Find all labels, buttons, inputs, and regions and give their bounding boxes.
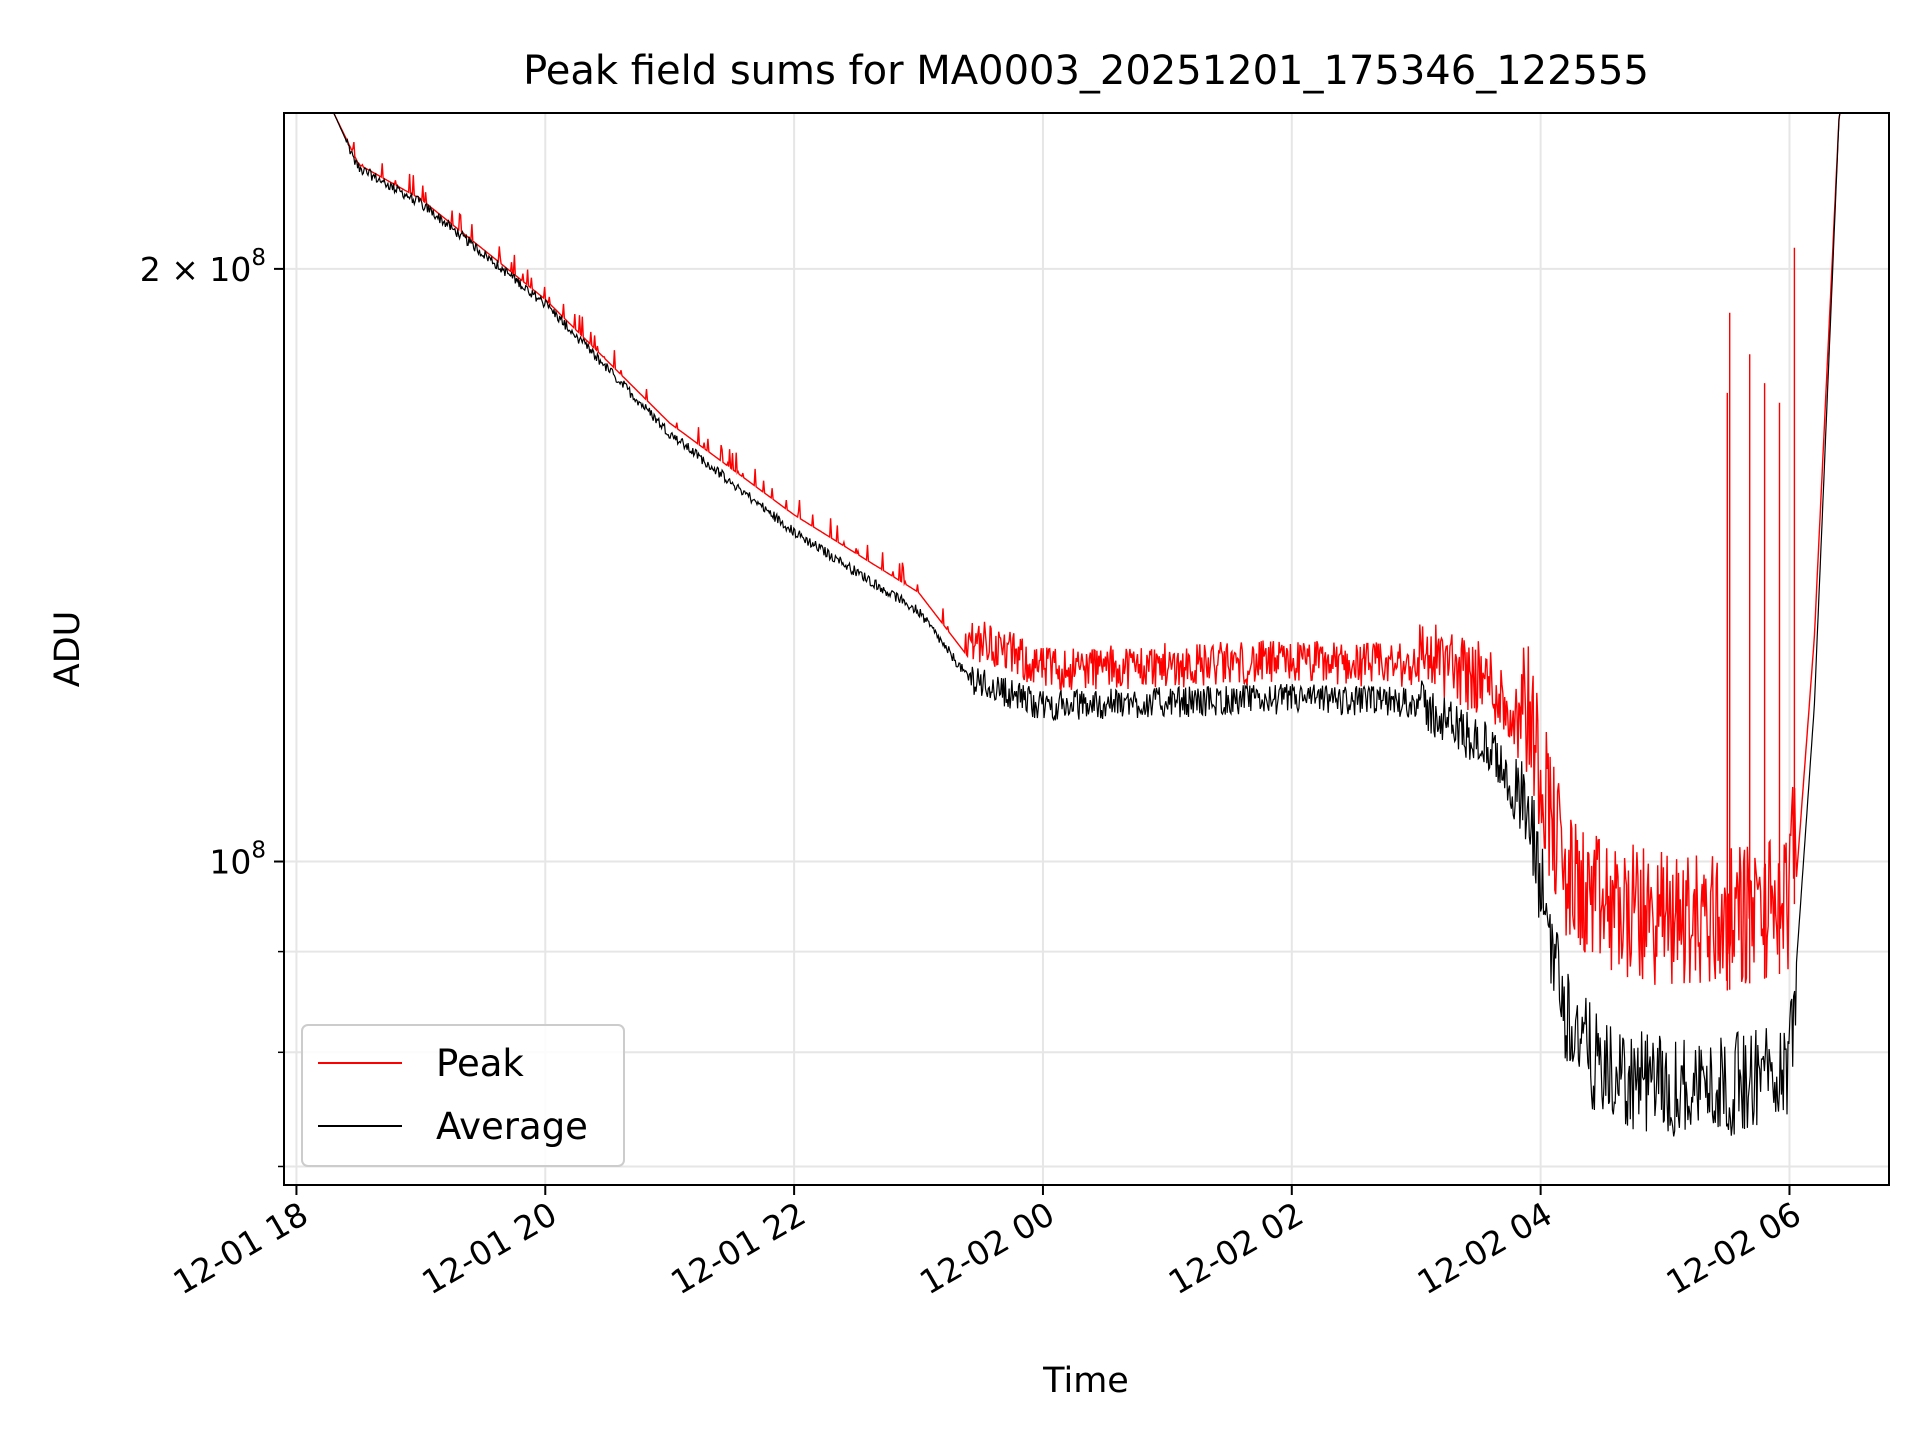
legend-box (301, 1024, 625, 1167)
legend: Peak Average (301, 1024, 625, 1167)
plot-area (284, 113, 1889, 1137)
grid (284, 113, 1889, 1185)
legend-label-average: Average (436, 1105, 588, 1148)
y-axis: 108 2 × 108 (140, 245, 284, 1168)
y-tick-label: 2 × 108 (140, 245, 266, 289)
y-axis-label: ADU (48, 611, 88, 688)
chart-title: Peak field sums for MA0003_20251201_1753… (523, 48, 1649, 94)
series-average-line (284, 113, 1889, 1137)
plot-frame (283, 112, 1890, 1186)
x-axis-label: Time (1042, 1361, 1129, 1401)
series-peak-line (284, 113, 1889, 985)
legend-label-peak: Peak (436, 1042, 524, 1085)
series-peak-spikes (1726, 247, 1796, 991)
y-tick-label: 108 (209, 838, 266, 882)
